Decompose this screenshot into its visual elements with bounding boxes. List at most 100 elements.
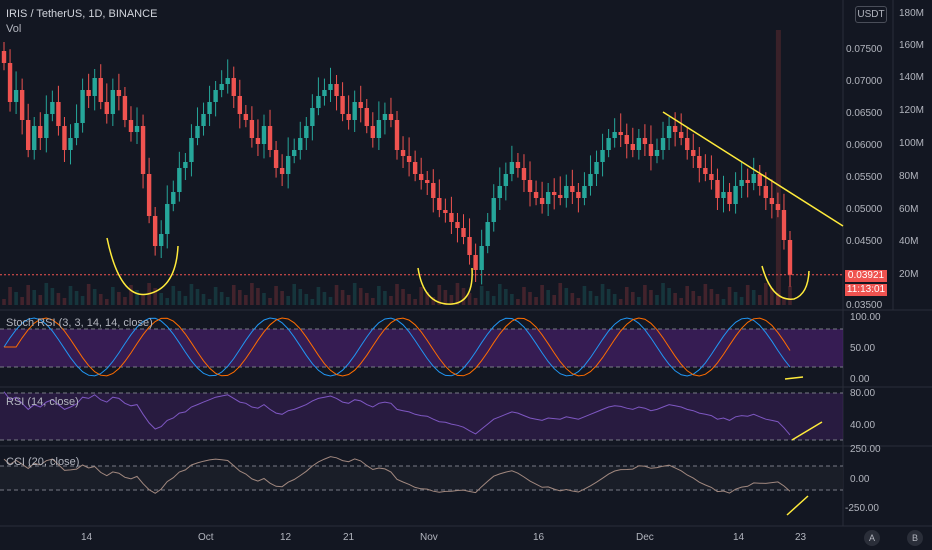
candle-body <box>781 210 787 240</box>
volume-tick: 100M <box>899 138 925 149</box>
volume-bar <box>776 293 780 305</box>
volume-bar <box>274 286 278 305</box>
volume-bar <box>443 290 448 305</box>
candle-body <box>606 138 611 150</box>
candle-body <box>503 174 509 186</box>
volume-bar <box>649 290 653 305</box>
candle-body <box>691 150 696 156</box>
candle-body <box>340 96 345 114</box>
volume-bar <box>582 286 587 305</box>
volume-bar <box>352 283 357 305</box>
volume-bar <box>497 284 502 305</box>
candle-body <box>165 204 170 234</box>
price-tick: 0.06000 <box>846 140 883 151</box>
volume-bar <box>491 296 496 305</box>
cci-tick: 0.00 <box>850 474 870 485</box>
stoch-k-line <box>3 317 791 377</box>
candle-body <box>225 78 230 84</box>
volume-bar <box>111 287 115 305</box>
volume-bar <box>528 292 532 305</box>
volume-bar <box>770 288 774 305</box>
candle-body <box>757 174 762 186</box>
stoch-rsi-band <box>0 329 843 367</box>
candle-body <box>32 126 37 150</box>
candle-body <box>110 90 116 114</box>
candle-body <box>473 255 478 270</box>
candle-body <box>437 198 442 210</box>
volume-bar <box>788 286 792 305</box>
candle-body <box>527 180 533 192</box>
rsi-title[interactable]: RSI (14, close) <box>6 396 79 408</box>
volume-bar <box>564 288 569 305</box>
price-tick: 0.07000 <box>846 76 883 87</box>
candle-body <box>394 120 400 150</box>
candle-body <box>1 51 7 63</box>
volume-bar <box>606 289 611 305</box>
volume-bar <box>238 290 242 305</box>
volume-bar <box>371 298 375 305</box>
rsi-band <box>0 393 843 440</box>
volume-bar <box>588 291 593 305</box>
volume-bar <box>2 299 6 305</box>
candle-body <box>769 198 775 204</box>
volume-bar <box>334 285 339 305</box>
symbol-title[interactable]: IRIS / TetherUS, 1D, BINANCE <box>6 8 158 20</box>
candle-body <box>666 126 672 138</box>
volume-bar <box>219 292 224 305</box>
candle-body <box>654 150 660 156</box>
candle-body <box>38 126 43 138</box>
volume-bar <box>733 292 738 305</box>
volume-bar <box>685 286 690 305</box>
volume-bar <box>286 296 290 305</box>
volume-bar <box>171 286 176 305</box>
volume-bar <box>425 292 430 305</box>
price-tick: 0.04500 <box>846 236 883 247</box>
candle-body <box>213 90 218 102</box>
candle-body <box>146 174 152 216</box>
volume-bar <box>322 292 327 305</box>
candle-body <box>406 156 412 162</box>
candle-body <box>334 84 339 96</box>
cci-title[interactable]: CCI (20, close) <box>6 456 80 468</box>
b-button[interactable]: B <box>907 530 923 546</box>
volume-bar <box>346 295 351 305</box>
volume-bar <box>485 291 490 305</box>
candle-body <box>745 180 750 183</box>
candle-body <box>7 63 13 102</box>
volume-bar <box>62 298 67 305</box>
stoch-d-line <box>4 317 791 377</box>
candle-body <box>13 90 19 102</box>
candle-body <box>787 240 793 275</box>
volume-bar <box>437 285 442 305</box>
auto-scale-button[interactable]: A <box>864 530 880 546</box>
candle-body <box>721 192 726 198</box>
time-tick: 16 <box>533 532 545 543</box>
candle-body <box>727 192 732 204</box>
candle-body <box>134 126 140 132</box>
candle-body <box>104 102 109 114</box>
volume-bar <box>516 299 520 305</box>
cci-band <box>0 466 843 490</box>
candle-body <box>328 84 333 90</box>
candle-body <box>195 126 200 138</box>
volume-bar <box>534 297 538 305</box>
volume-bar <box>44 283 49 305</box>
candle-body <box>364 108 369 126</box>
volume-bar <box>594 296 599 305</box>
candle-body <box>310 108 315 126</box>
candle-body <box>201 114 206 126</box>
volume-bar <box>340 290 345 305</box>
volume-bar <box>775 30 781 305</box>
candle-body <box>533 192 539 198</box>
candle-body <box>642 138 648 144</box>
volume-bar <box>213 287 218 305</box>
candle-body <box>685 138 690 150</box>
currency-button[interactable]: USDT <box>855 6 887 23</box>
volume-bar <box>461 288 466 305</box>
stoch-rsi-title[interactable]: Stoch RSI (3, 3, 14, 14, close) <box>6 317 153 329</box>
candle-body <box>304 126 309 138</box>
volume-bar <box>757 295 762 305</box>
candle-body <box>25 120 31 150</box>
volume-tick: 140M <box>899 72 925 83</box>
